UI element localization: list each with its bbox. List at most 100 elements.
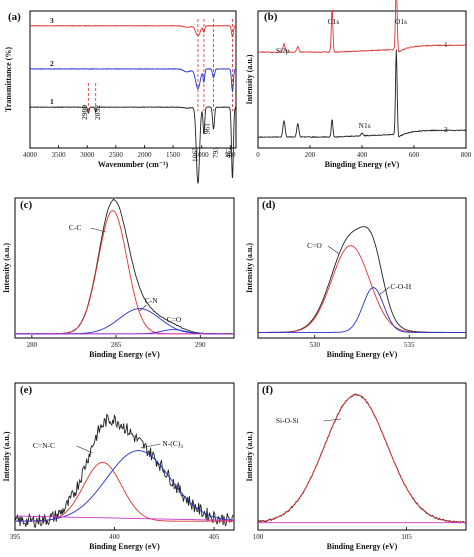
component-C=O — [15, 329, 234, 335]
x-tick-label: 400 — [109, 533, 120, 541]
plot-frame — [14, 382, 235, 531]
label-c-n-c: C=N-C — [33, 441, 55, 450]
x-tick-label: 405 — [209, 533, 220, 541]
component-C-O-H — [258, 287, 466, 333]
panel-label: (b) — [264, 11, 278, 23]
y-axis-label: Intensity (a.u.) — [2, 243, 11, 293]
x-tick-label: 4000 — [23, 151, 38, 159]
y-axis-label: Intensity (a.u.) — [245, 431, 254, 481]
component-Si-O-Si — [257, 394, 466, 523]
panel-b: 0 200 400 600 800 Bingding Energy (eV) Intensi… — [245, 0, 472, 169]
label-c-o: C=O — [167, 315, 182, 324]
peak-label-o1s: O1s — [395, 17, 407, 26]
series-label-3: 3 — [50, 16, 54, 25]
x-tick-label: 105 — [401, 533, 412, 541]
x-tick-label: 530 — [309, 341, 320, 349]
x-tick-label: 200 — [305, 151, 316, 159]
x-axis-label: Bingding Energy (eV) — [325, 160, 400, 169]
leader-line — [140, 443, 161, 449]
label-si-o-si: Si-O-Si — [276, 416, 299, 425]
x-axis-label: Wavenumber (cm⁻¹) — [98, 160, 169, 169]
x-tick-label: 395 — [10, 533, 21, 541]
plot-frame — [14, 197, 235, 339]
band-label-793: 793 — [211, 147, 220, 159]
band-label-2980: 2980 — [80, 105, 89, 120]
band-label-462: 462 — [224, 147, 233, 159]
component-C=O — [258, 245, 466, 333]
envelope-curve — [257, 393, 466, 524]
x-axis-label: Binding Energy (eV) — [89, 542, 160, 551]
y-axis-label: Intensity (a.u.) — [245, 54, 254, 104]
band-label-2852: 2852 — [93, 105, 102, 120]
x-tick-label: 290 — [195, 341, 206, 349]
x-tick-label: 2500 — [109, 151, 124, 159]
x-tick-label: 280 — [27, 341, 38, 349]
baseline-line — [14, 515, 235, 521]
peak-label-c1s: C1s — [328, 17, 340, 26]
x-tick-label: 500 — [225, 151, 236, 159]
panel-label: (d) — [262, 199, 276, 211]
x-tick-label: 285 — [111, 341, 122, 349]
leader-line — [323, 418, 342, 422]
survey-series-2 — [257, 49, 467, 139]
leader-line — [76, 445, 93, 454]
x-axis-label: Binding Energy (eV) — [327, 350, 398, 359]
leader-line — [327, 245, 340, 255]
envelope-curve — [14, 413, 234, 529]
label-n-c3: N-(C)3 — [162, 439, 183, 450]
x-tick-label: 0 — [256, 151, 260, 159]
series-label-1: 1 — [444, 40, 448, 49]
panel-e: 395 400 405 Binding Energy (eV) Intensity (a… — [2, 382, 235, 551]
survey-series-1 — [257, 0, 467, 54]
ftir-series-3 — [29, 24, 237, 38]
band-label-961: 961 — [202, 123, 211, 135]
series-label-2: 2 — [444, 125, 448, 134]
plot-frame — [29, 10, 237, 149]
envelope-curve — [258, 226, 466, 333]
leader-line — [378, 286, 390, 296]
peak-label-si2p: Si2p — [276, 46, 290, 55]
subscript: 3 — [180, 444, 183, 450]
series-label-2: 2 — [50, 59, 54, 68]
y-axis-label: Intensity (a.u.) — [2, 431, 11, 481]
component-N-(C)3 — [15, 450, 234, 522]
label-c-o-h: C-O-H — [390, 282, 411, 291]
x-tick-label: 100 — [253, 533, 264, 541]
y-axis-label: Intensity (a.u.) — [245, 243, 254, 293]
panel-label: (c) — [20, 199, 33, 211]
leader-line — [139, 304, 147, 312]
x-tick-label: 400 — [357, 151, 368, 159]
x-tick-label: 600 — [409, 151, 420, 159]
x-tick-label: 1500 — [166, 151, 181, 159]
envelope-curve — [14, 198, 234, 335]
component-C-N — [15, 308, 234, 335]
panel-label: (a) — [8, 11, 21, 23]
x-tick-label: 1000 — [195, 151, 210, 159]
component-C=N-C — [15, 461, 234, 522]
panel-label: (e) — [20, 384, 33, 396]
x-axis-label: Binding Energy (eV) — [89, 350, 160, 359]
band-label-1065: 1065 — [191, 147, 200, 162]
y-axis-label: Transmittance (%) — [4, 47, 13, 112]
x-tick-label: 800 — [461, 151, 472, 159]
peak-label-n1s: N1s — [359, 121, 371, 130]
x-axis-label: Binding Energy (eV) — [327, 542, 398, 551]
panel-c: 280 285 290 Binding Energy (eV) Intensity (a… — [2, 197, 235, 359]
plot-frame — [257, 382, 467, 531]
x-tick-label: 3500 — [52, 151, 67, 159]
ftir-series-1 — [29, 106, 237, 184]
label-c-o: C=O — [307, 241, 322, 250]
x-tick-label: 535 — [404, 341, 415, 349]
series-label-1: 1 — [50, 97, 54, 106]
panel-d: 530 535 Binding Energy (eV) Intensity (a.u.… — [245, 197, 467, 359]
plot-frame — [257, 197, 467, 339]
label-c-c: C-C — [69, 223, 82, 232]
panel-a: 4000 3500 3000 2500 2000 1500 1000 500 Wavenumbe… — [4, 10, 237, 184]
x-tick-label: 3000 — [80, 151, 95, 159]
ftir-series-2 — [29, 68, 237, 93]
x-tick-label: 2000 — [137, 151, 152, 159]
panel-label: (f) — [262, 384, 273, 396]
label-c-n: C-N — [145, 296, 159, 305]
